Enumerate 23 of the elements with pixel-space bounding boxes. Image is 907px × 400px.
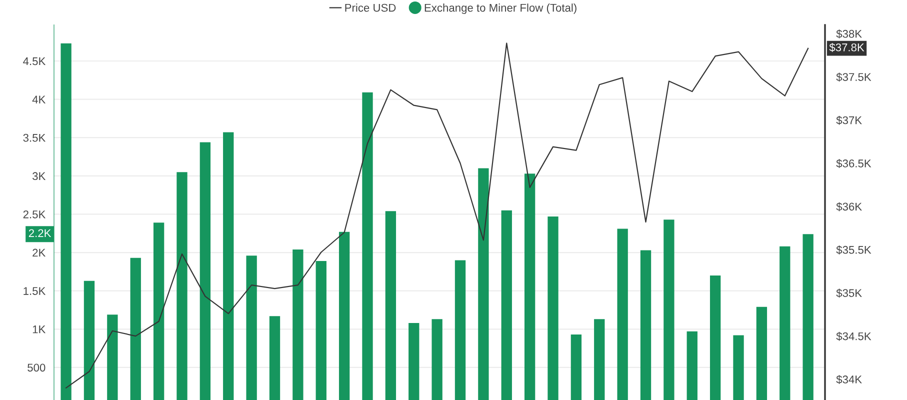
text: $37.8K bbox=[829, 42, 864, 52]
text: 2.2K bbox=[28, 229, 52, 238]
y-tick-label: 4.5K bbox=[23, 57, 46, 66]
y-tick-label: 2.5K bbox=[23, 210, 46, 218]
y-tick-label: 4K bbox=[32, 96, 46, 104]
y-tick-label: 1K bbox=[32, 326, 46, 334]
y-tick-label: 3.5K bbox=[23, 134, 46, 142]
y-tick-label: 500 bbox=[28, 364, 46, 372]
y-tick-label: 1.5K bbox=[24, 287, 46, 295]
y2-tick-label: $36.5K bbox=[836, 159, 872, 168]
y2-tick-label: $34K bbox=[836, 375, 862, 384]
y2-tick-label: $35.5K bbox=[836, 245, 872, 254]
y2-tick-label: $36K bbox=[836, 202, 862, 212]
y2-tick-label: $35K bbox=[836, 288, 862, 298]
y2-tick-label: $37.5K bbox=[836, 72, 872, 82]
legend-label: Price USD bbox=[345, 4, 396, 12]
line-series bbox=[66, 42, 809, 388]
y-tick-label: 2K bbox=[32, 248, 46, 257]
y-tick-label: 3K bbox=[32, 172, 46, 180]
legend-label: Exchange to Miner Flow (Total) bbox=[424, 4, 576, 14]
y2-tick-label: $34.5K bbox=[836, 332, 872, 341]
y2-tick-label: $37K bbox=[836, 116, 862, 125]
y2-tick-label: $38K bbox=[836, 29, 862, 38]
